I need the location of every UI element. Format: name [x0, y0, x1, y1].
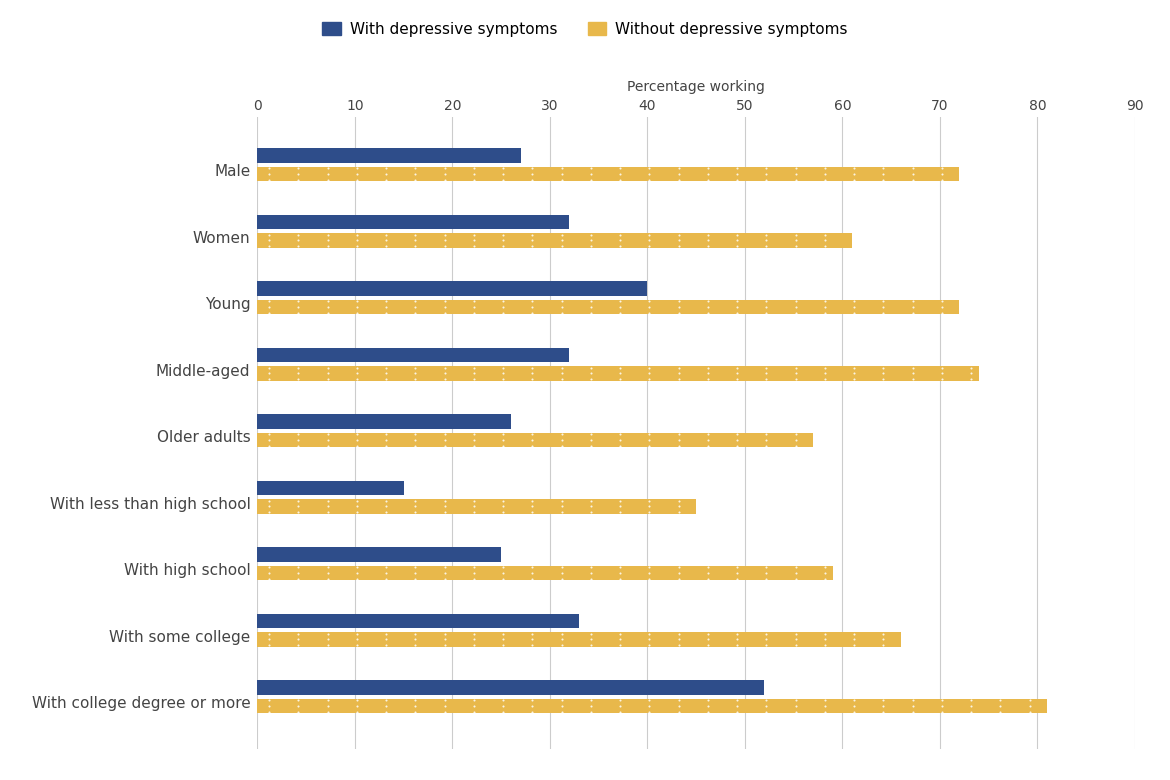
- Bar: [257, 348, 570, 363]
- Legend: With depressive symptoms, Without depressive symptoms: With depressive symptoms, Without depres…: [316, 16, 854, 43]
- Bar: [257, 499, 696, 514]
- Bar: [257, 366, 979, 381]
- Bar: [257, 148, 521, 163]
- Bar: [257, 282, 647, 296]
- Bar: [257, 433, 813, 447]
- Bar: [257, 699, 1047, 713]
- Bar: [257, 215, 570, 229]
- Bar: [257, 233, 852, 248]
- Bar: [257, 566, 833, 580]
- Bar: [257, 414, 511, 429]
- Bar: [257, 300, 959, 314]
- Bar: [257, 614, 579, 629]
- Bar: [257, 548, 501, 562]
- Bar: [257, 632, 901, 647]
- Bar: [257, 480, 404, 495]
- X-axis label: Percentage working: Percentage working: [627, 80, 765, 94]
- Bar: [257, 167, 959, 181]
- Bar: [257, 680, 764, 695]
